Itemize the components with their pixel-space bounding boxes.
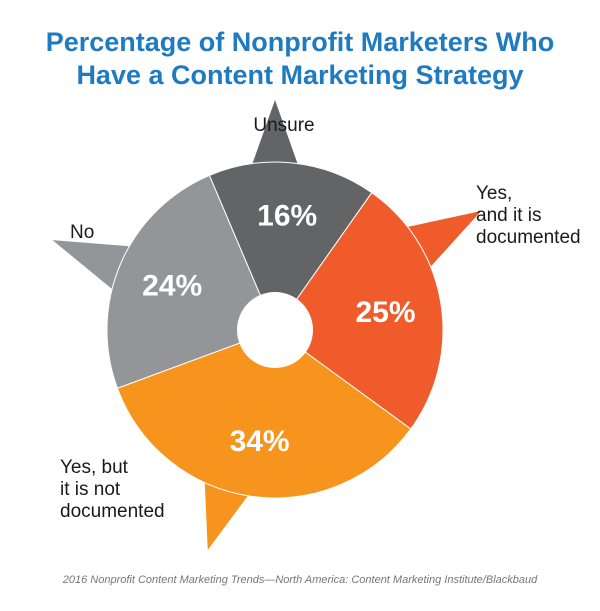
slice-value-label-unsure: 16% (257, 200, 317, 233)
donut-hole (237, 292, 313, 368)
slice-category-label-yes-and-it-is-documented: Yes, and it is documented (476, 183, 581, 248)
source-note: 2016 Nonprofit Content Marketing Trends—… (62, 574, 538, 586)
slice-value-label-no: 24% (142, 270, 202, 303)
slice-category-label-no: No (70, 222, 94, 243)
slice-category-label-unsure: Unsure (253, 115, 314, 136)
chart-title-line-1: Percentage of Nonprofit Marketers Who (45, 27, 555, 57)
chart-title-line-2: Have a Content Marketing Strategy (76, 60, 524, 90)
pie-slice-yes-but-it-is-not-documented (116, 329, 412, 499)
chart-title: Percentage of Nonprofit Marketers Who Ha… (0, 26, 600, 92)
slice-value-label-yes-and-it-is-documented: 25% (355, 296, 415, 329)
slice-value-label-yes-but-it-is-not-documented: 34% (230, 425, 290, 458)
pie-slice-unsure (208, 161, 373, 332)
slice-category-label-yes-but-it-is-not-documented: Yes, but it is not documented (60, 457, 165, 522)
pie-slice-yes-and-it-is-documented (274, 191, 444, 430)
callout-tail-unsure (247, 100, 303, 177)
pie-slice-no (106, 174, 276, 389)
